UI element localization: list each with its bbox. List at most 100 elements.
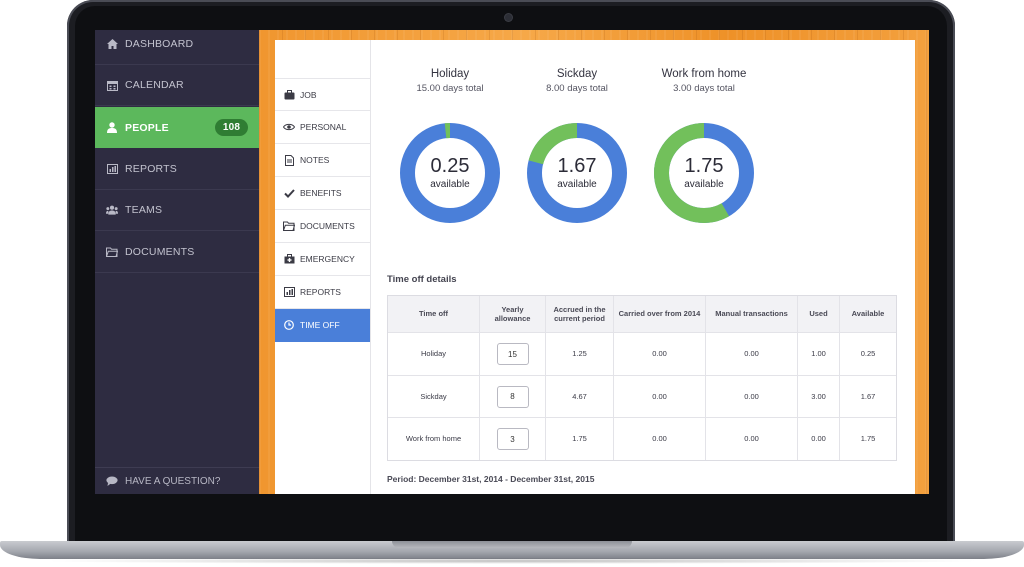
accrued-cell: 1.25	[546, 333, 614, 375]
help-label: HAVE A QUESTION?	[125, 475, 221, 487]
subnav-item-label: BENEFITS	[300, 188, 342, 198]
sidebar-item-people[interactable]: PEOPLE 108	[95, 107, 259, 148]
allowance-cell	[480, 376, 546, 417]
medkit-icon	[283, 254, 295, 264]
summary-sickday: Sickday 8.00 days total 1.67 available	[517, 68, 637, 223]
subnav-item-notes[interactable]: NOTES	[275, 144, 370, 177]
donut-chart	[654, 123, 754, 223]
carried-over-cell: 0.00	[614, 333, 706, 375]
summary-total: 8.00 days total	[546, 83, 608, 94]
home-icon	[106, 38, 118, 50]
subnav-item-time-off[interactable]: TIME OFF	[275, 309, 370, 342]
donut-available-arc	[527, 123, 627, 223]
subnav-item-label: REPORTS	[300, 287, 341, 297]
camera-icon	[505, 14, 512, 21]
app-screen: DASHBOARD CALENDAR PEOPLE 108 REPORTS	[95, 30, 929, 494]
column-header: Manual transactions	[706, 296, 798, 332]
subnav-item-job[interactable]: JOB	[275, 78, 370, 111]
used-cell: 1.00	[798, 333, 840, 375]
sidebar-item-calendar[interactable]: CALENDAR	[95, 65, 259, 106]
table-row: Work from home 1.75 0.00 0.00 0.00 1.75	[388, 418, 896, 460]
subnav-item-benefits[interactable]: BENEFITS	[275, 177, 370, 210]
sidebar-item-label: CALENDAR	[125, 79, 184, 91]
available-cell: 0.25	[860, 349, 876, 359]
accrued-cell: 1.75	[546, 418, 614, 460]
time-off-table: Time off Yearly allowance Accrued in the…	[387, 295, 897, 461]
available-value: 0.25	[430, 155, 470, 177]
time-off-name: Sickday	[388, 376, 480, 417]
subnav-item-label: TIME OFF	[300, 320, 340, 330]
chat-icon	[106, 476, 118, 486]
manual-transactions-cell: 0.00	[706, 376, 798, 417]
yearly-allowance-input[interactable]	[496, 343, 529, 365]
available-value: 1.75	[684, 155, 724, 177]
subnav-item-label: JOB	[300, 89, 317, 100]
subnav-item-reports[interactable]: REPORTS	[275, 276, 370, 309]
accrued-cell: 4.67	[546, 376, 614, 417]
subnav-item-label: NOTES	[300, 155, 330, 165]
people-count-badge: 108	[215, 119, 248, 136]
carried-over-cell: 0.00	[614, 376, 706, 417]
available-label: available	[684, 179, 724, 190]
allowance-cell	[480, 333, 546, 375]
summary-work-from-home: Work from home 3.00 days total 1.75 avai…	[644, 68, 764, 223]
time-off-content: Holiday 15.00 days total 0.25 available …	[371, 40, 915, 494]
briefcase-icon	[283, 89, 295, 100]
donut-center: 1.75 available	[654, 123, 754, 223]
sidebar-item-documents[interactable]: DOCUMENTS	[95, 232, 259, 273]
help-link[interactable]: HAVE A QUESTION?	[95, 467, 259, 494]
subnav-item-label: PERSONAL	[300, 122, 347, 132]
used-cell: 3.00	[798, 376, 840, 417]
subnav-item-label: DOCUMENTS	[300, 221, 355, 231]
used-cell: 0.00	[798, 418, 840, 460]
table-row: Sickday 4.67 0.00 0.00 3.00 1.67	[388, 376, 896, 418]
subnav-item-emergency[interactable]: EMERGENCY	[275, 243, 370, 276]
yearly-allowance-input[interactable]	[496, 385, 529, 408]
subnav-item-label: EMERGENCY	[300, 254, 355, 264]
sidebar-item-label: TEAMS	[125, 204, 163, 216]
summary-title: Work from home	[661, 68, 747, 80]
yearly-allowance-input[interactable]	[496, 428, 529, 450]
column-header: Yearly allowance	[480, 296, 546, 332]
donut-chart	[527, 123, 627, 223]
folder-icon	[283, 221, 295, 231]
note-icon	[283, 154, 295, 166]
subnav-item-personal[interactable]: PERSONAL	[275, 111, 370, 144]
manual-transactions-cell: 0.00	[706, 333, 798, 375]
column-header: Available	[851, 309, 885, 319]
sidebar-item-label: PEOPLE	[125, 121, 169, 134]
sidebar-item-dashboard[interactable]: DASHBOARD	[95, 30, 259, 65]
donut-center: 0.25 available	[400, 123, 500, 223]
sidebar-item-reports[interactable]: REPORTS	[95, 149, 259, 190]
clock-icon	[283, 320, 295, 330]
available-label: available	[430, 179, 470, 190]
column-header: Accrued in the current period	[546, 296, 614, 332]
check-icon	[283, 188, 295, 198]
profile-subnav: JOB PERSONAL NOTES BENEFITS DOCUMENTS	[275, 40, 371, 494]
time-off-details-title: Time off details	[387, 274, 457, 285]
summary-title: Holiday	[430, 68, 470, 80]
bar-chart-icon	[283, 287, 295, 297]
column-header: Carried over from 2014	[614, 296, 706, 332]
laptop-base-notch	[392, 541, 632, 548]
carried-over-cell: 0.00	[614, 418, 706, 460]
subnav-item-documents[interactable]: DOCUMENTS	[275, 210, 370, 243]
calendar-icon	[106, 79, 118, 91]
donut-available-arc	[400, 123, 500, 223]
laptop-base	[0, 541, 1024, 559]
summary-title: Sickday	[556, 68, 598, 80]
bar-chart-icon	[106, 163, 118, 175]
summary-holiday: Holiday 15.00 days total 0.25 available	[390, 68, 510, 223]
sidebar-item-teams[interactable]: TEAMS	[95, 190, 259, 231]
available-cell: 1.67	[860, 391, 876, 401]
donut-chart	[400, 123, 500, 223]
donut-available-arc	[654, 123, 754, 223]
period-label: Period: December 31st, 2014 - December 3…	[387, 474, 595, 484]
time-off-name: Holiday	[388, 333, 480, 375]
sidebar-item-label: DASHBOARD	[125, 38, 194, 50]
column-header: Time off	[388, 296, 480, 332]
summary-total: 3.00 days total	[673, 83, 735, 94]
folder-icon	[106, 246, 118, 258]
manual-transactions-cell: 0.00	[706, 418, 798, 460]
time-off-name: Work from home	[388, 418, 480, 460]
